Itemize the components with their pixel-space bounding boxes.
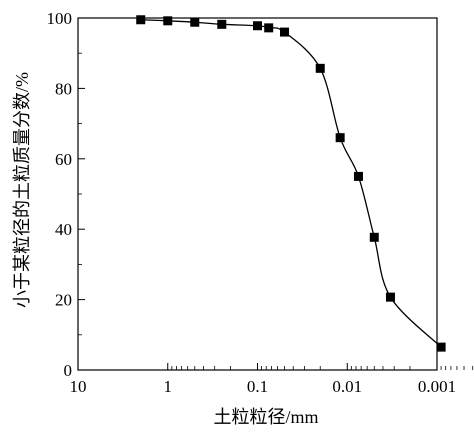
y-tick-label: 20 bbox=[55, 291, 72, 310]
data-point bbox=[163, 16, 173, 26]
y-tick-label: 0 bbox=[64, 361, 73, 380]
plot-frame bbox=[77, 17, 438, 371]
data-point bbox=[335, 133, 345, 143]
y-tick-label: 60 bbox=[55, 150, 72, 169]
fit-curve bbox=[140, 19, 442, 348]
x-axis-label: 土粒粒径/mm bbox=[213, 407, 318, 427]
data-point bbox=[385, 292, 395, 302]
data-point bbox=[315, 63, 325, 73]
data-point bbox=[217, 19, 227, 29]
x-tick-label: 10 bbox=[70, 377, 87, 396]
x-tick-label: 0.1 bbox=[247, 377, 268, 396]
y-tick-label: 80 bbox=[55, 79, 72, 98]
axes bbox=[77, 17, 438, 371]
data-point bbox=[436, 342, 446, 352]
x-tick-label: 0.01 bbox=[332, 377, 362, 396]
y-ticks: 0 20 40 60 80 100 bbox=[47, 9, 85, 380]
fit-curve-layer bbox=[140, 19, 442, 348]
x-tick-label: 1 bbox=[164, 377, 173, 396]
y-tick-label: 100 bbox=[47, 9, 73, 28]
data-point bbox=[353, 171, 363, 181]
data-point bbox=[280, 27, 290, 37]
y-axis-label: 小于某粒径的土粒质量分数/% bbox=[12, 72, 32, 308]
data-point bbox=[369, 232, 379, 242]
data-point bbox=[136, 15, 146, 25]
data-point bbox=[264, 23, 274, 33]
data-point bbox=[253, 21, 262, 31]
data-points bbox=[136, 15, 446, 352]
data-point bbox=[190, 17, 200, 27]
x-ticks: 10 1 0.1 0.01 0.001 bbox=[70, 363, 474, 396]
y-tick-label: 40 bbox=[55, 220, 72, 239]
x-tick-label: 0.001 bbox=[418, 377, 456, 396]
